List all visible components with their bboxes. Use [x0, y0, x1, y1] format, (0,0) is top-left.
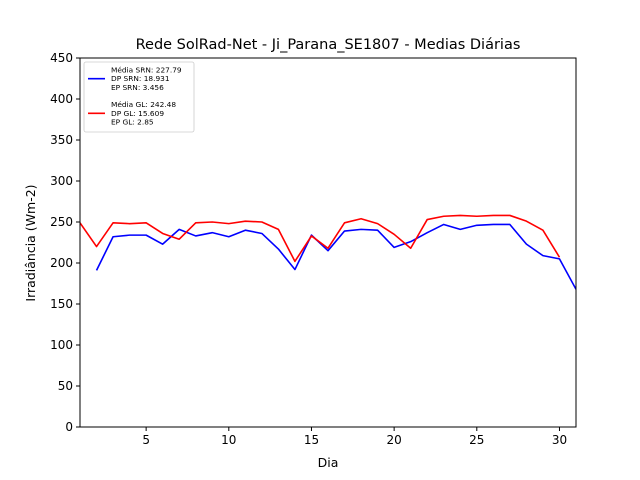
series-line-srn — [95, 223, 576, 290]
y-tick-label: 150 — [50, 297, 73, 311]
legend-text: DP GL: 15.609 — [111, 109, 164, 118]
plot-frame — [79, 57, 577, 428]
y-tick-label: 50 — [58, 379, 73, 393]
legend-text: EP SRN: 3.456 — [111, 83, 164, 92]
x-tick-label: 25 — [469, 433, 484, 447]
y-tick-label: 400 — [50, 92, 73, 106]
x-tick-label: 30 — [552, 433, 567, 447]
chart-title: Rede SolRad-Net - Ji_Parana_SE1807 - Med… — [136, 37, 521, 53]
y-tick-label: 350 — [50, 133, 73, 147]
y-tick-label: 450 — [50, 51, 73, 65]
y-tick-label: 300 — [50, 174, 73, 188]
legend-text: Média SRN: 227.79 — [111, 66, 182, 75]
x-axis-label: Dia — [318, 455, 339, 470]
x-tick-label: 10 — [221, 433, 236, 447]
x-tick-label: 15 — [304, 433, 319, 447]
legend-text: EP GL: 2.85 — [111, 118, 154, 127]
legend-text: DP SRN: 18.931 — [111, 74, 170, 83]
legend-box — [83, 61, 195, 133]
legend-text: Média GL: 242.48 — [111, 100, 176, 109]
y-tick-label: 0 — [65, 420, 73, 434]
y-tick-label: 200 — [50, 256, 73, 270]
x-tick-label: 5 — [142, 433, 150, 447]
series-line-gl — [80, 214, 561, 263]
y-tick-label: 250 — [50, 215, 73, 229]
x-tick-label: 20 — [386, 433, 401, 447]
y-axis-label: Irradiância (Wm-2) — [23, 184, 38, 301]
y-tick-label: 100 — [50, 338, 73, 352]
